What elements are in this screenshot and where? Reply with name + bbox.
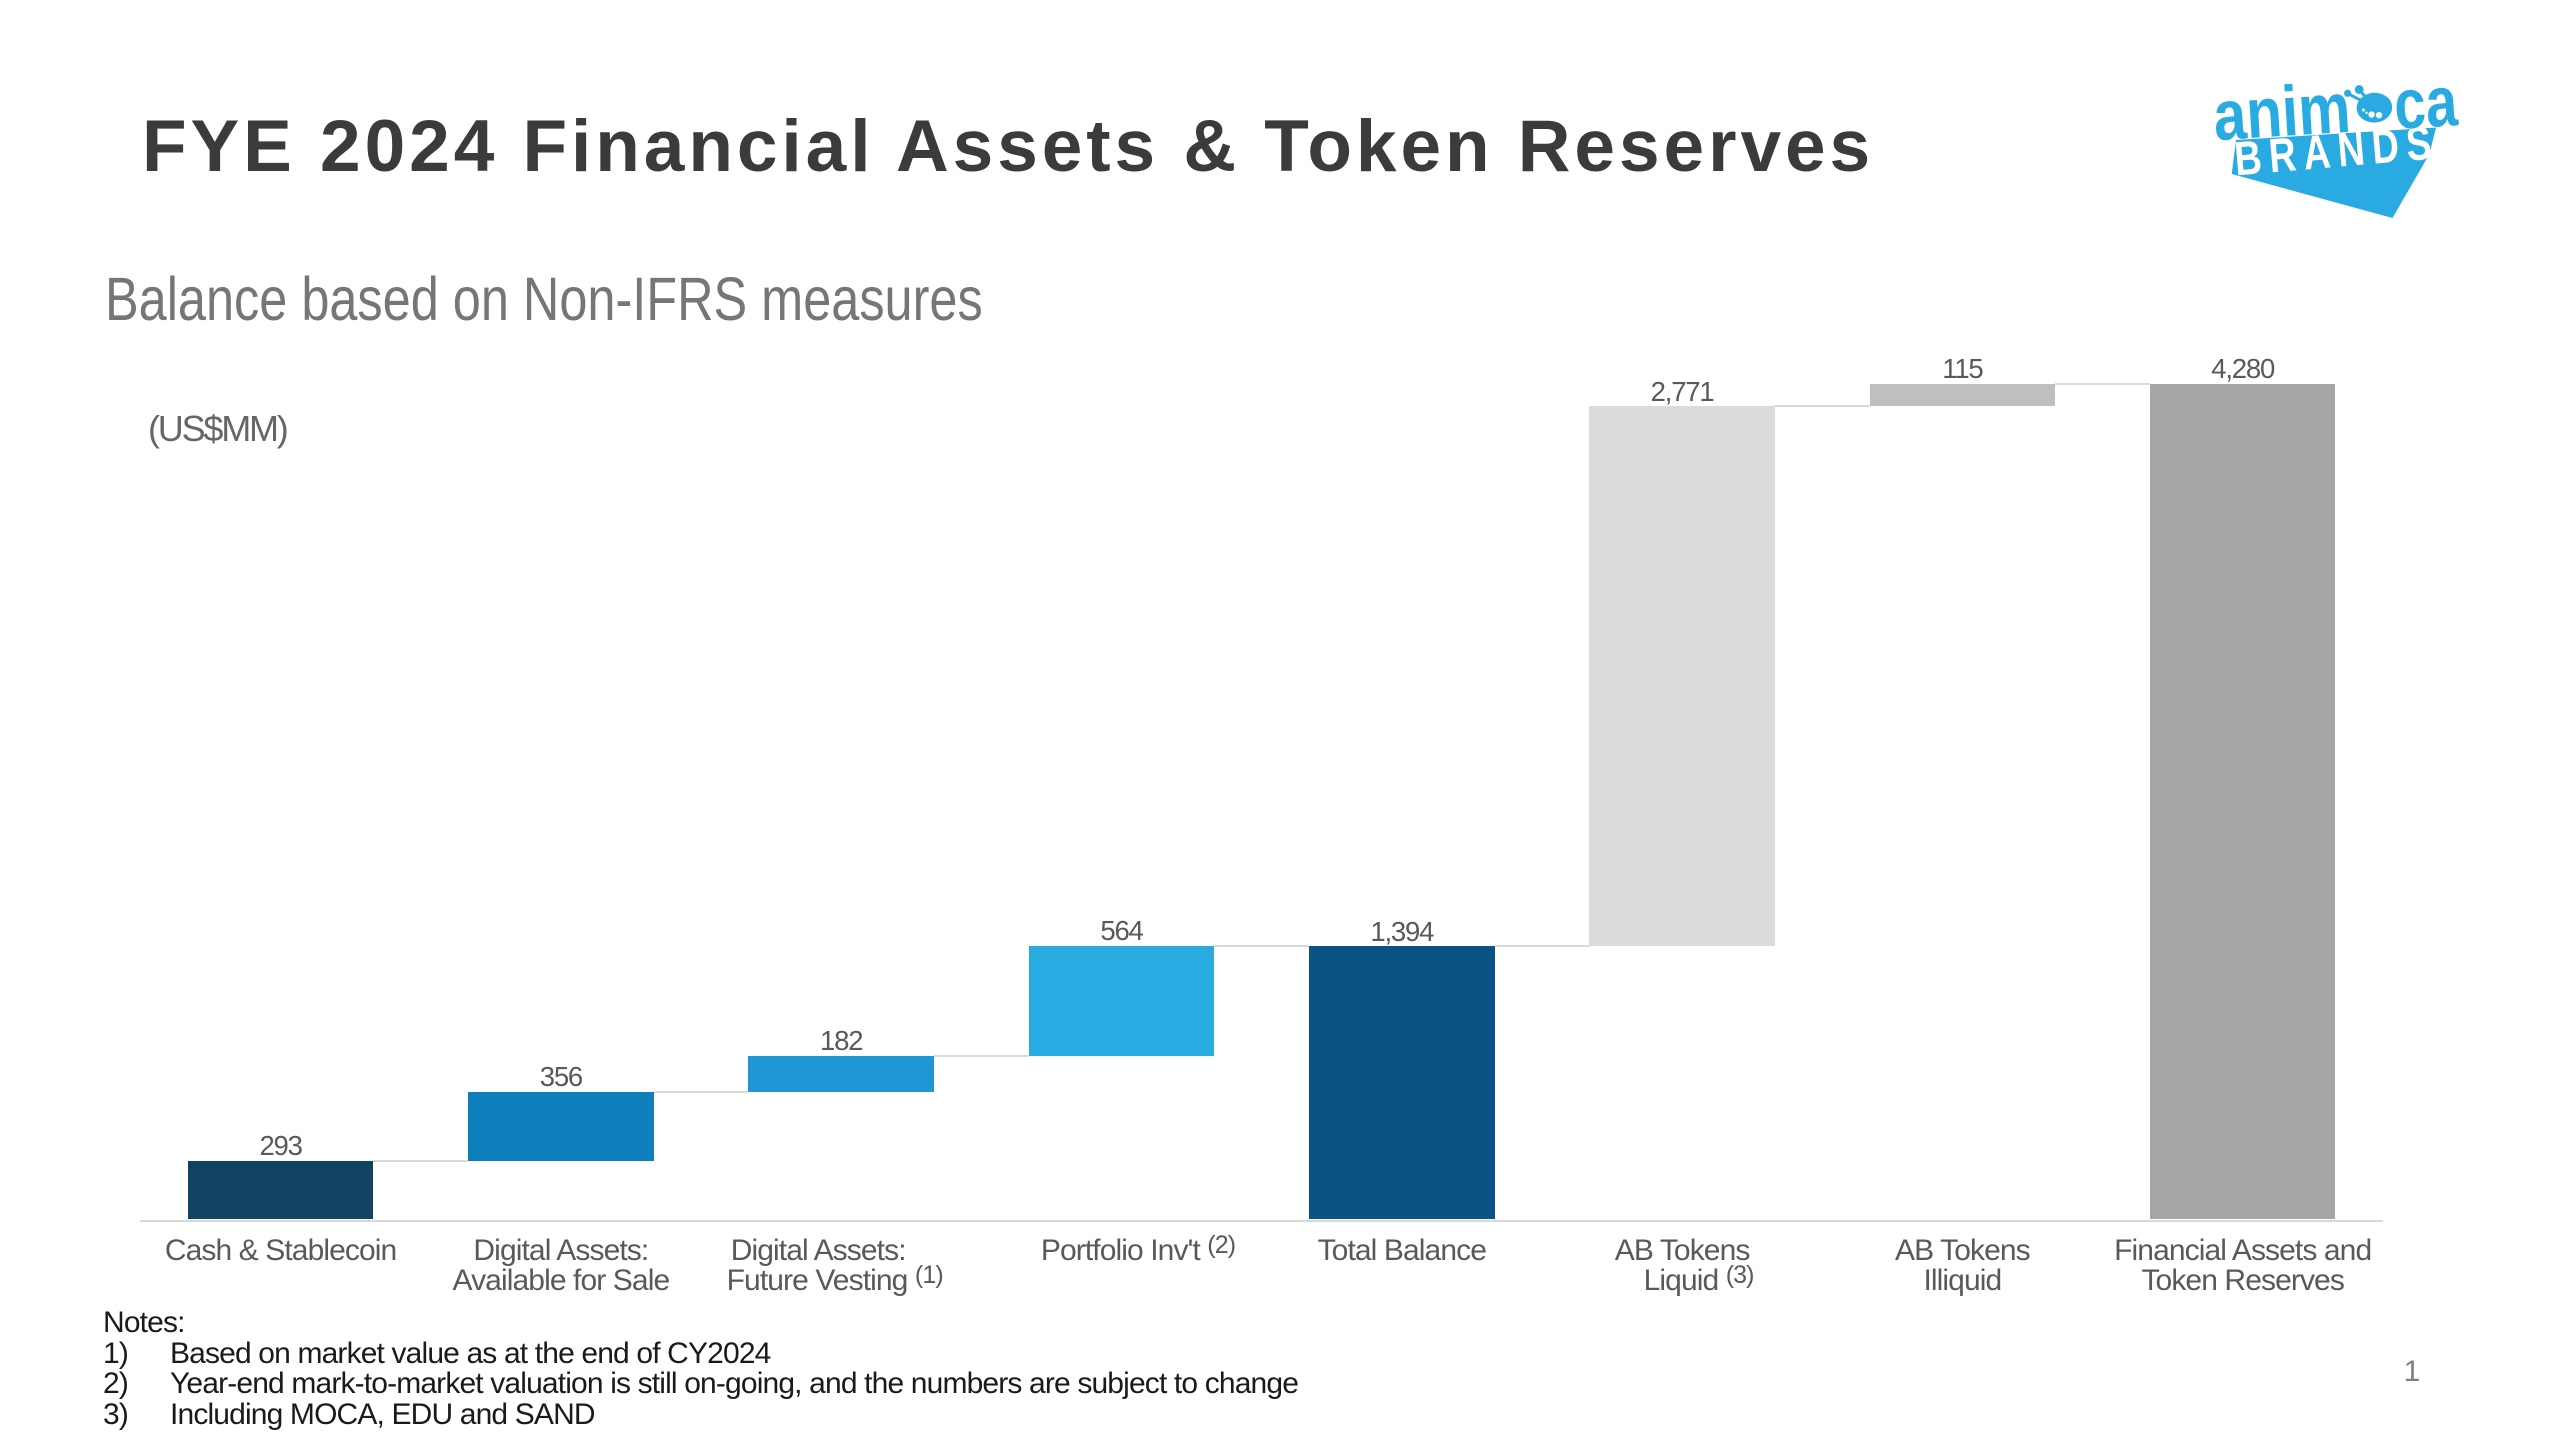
svg-text:ca: ca: [2392, 70, 2460, 145]
svg-text:anim: anim: [2211, 70, 2353, 156]
